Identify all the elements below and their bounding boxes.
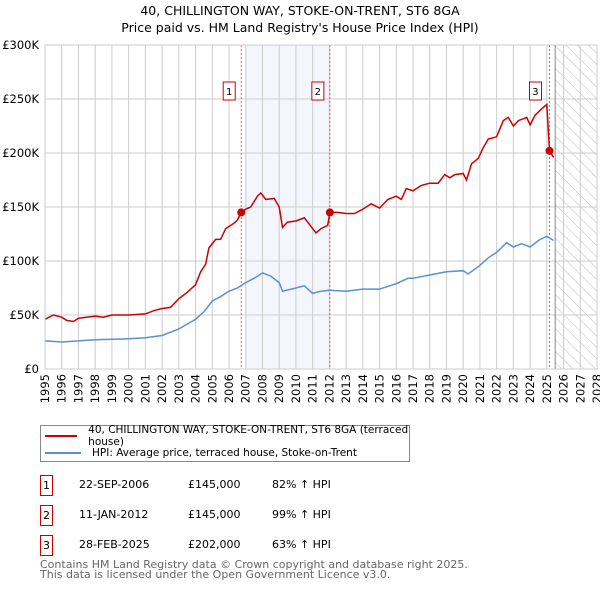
plot-frame xyxy=(44,44,598,370)
x-tick-label: 2010 xyxy=(289,374,303,403)
sale-marker-number: 2 xyxy=(40,505,53,526)
x-tick-label: 1997 xyxy=(71,374,85,403)
x-tick-label: 2009 xyxy=(272,374,286,403)
x-tick-label: 2002 xyxy=(155,374,169,403)
legend-swatch xyxy=(45,435,78,437)
y-tick-label: £250K xyxy=(2,92,39,106)
property-line xyxy=(44,102,555,323)
legend-swatch xyxy=(45,452,81,454)
x-tick-label: 2005 xyxy=(205,374,219,403)
hpi-line xyxy=(44,235,554,343)
y-tick-label: £150K xyxy=(2,200,39,214)
sale-hpi: 63% ↑ HPI xyxy=(272,538,331,551)
legend-item-property: 40, CHILLINGTON WAY, STOKE-ON-TRENT, ST6… xyxy=(45,424,409,448)
price-chart: 1995 1996 1997 1998 1999 2000 2001 2002 2003 2004… xyxy=(2,38,600,403)
x-tick-label: 2021 xyxy=(473,374,487,403)
sale-marker-number: 1 xyxy=(40,475,53,496)
x-tick-label: 2013 xyxy=(339,374,353,403)
chart-subtitle: Price paid vs. HM Land Registry's House … xyxy=(121,20,479,35)
x-tick-label: 2003 xyxy=(172,374,186,403)
x-tick-label: 2004 xyxy=(189,374,203,403)
chart-title: 40, CHILLINGTON WAY, STOKE-ON-TRENT, ST6… xyxy=(140,3,460,18)
x-tick-label: 2020 xyxy=(456,374,470,403)
sale-date: 22-SEP-2006 xyxy=(79,478,150,491)
x-tick-label: 2012 xyxy=(322,374,336,403)
x-tick-label: 2026 xyxy=(557,374,571,403)
footer: Contains HM Land Registry data © Crown c… xyxy=(40,558,468,581)
x-tick-label: 2023 xyxy=(506,374,520,403)
sale-label-box xyxy=(311,81,325,101)
sale-label: 1 xyxy=(226,87,232,98)
legend-item-hpi: HPI: Average price, terraced house, Stok… xyxy=(45,445,357,461)
x-tick-label: 1999 xyxy=(105,374,119,403)
x-tick-label: 2017 xyxy=(406,374,420,403)
x-tick-label: 1998 xyxy=(88,374,102,403)
x-tick-label: 2008 xyxy=(255,374,269,403)
sale-label: 3 xyxy=(532,87,538,98)
y-tick-label: £100K xyxy=(2,254,39,268)
x-tick-label: 2014 xyxy=(356,374,370,403)
sale-hpi: 99% ↑ HPI xyxy=(272,508,331,521)
sale-price: £145,000 xyxy=(188,478,241,491)
footer-line: This data is licensed under the Open Gov… xyxy=(40,568,391,581)
x-tick-label: 2016 xyxy=(389,374,403,403)
x-tick-label: 2011 xyxy=(306,374,320,403)
sale-date: 28-FEB-2025 xyxy=(79,538,150,551)
sale-row: 2 11-JAN-2012 £145,000 99% ↑ HPI xyxy=(40,505,440,526)
legend-label: HPI: Average price, terraced house, Stok… xyxy=(92,447,357,459)
sale-price: £145,000 xyxy=(188,508,241,521)
sale-row: 3 28-FEB-2025 £202,000 63% ↑ HPI xyxy=(40,535,440,556)
sale-point xyxy=(237,208,246,217)
sale-label: 2 xyxy=(315,87,321,98)
footer-line: Contains HM Land Registry data © Crown c… xyxy=(40,558,468,571)
x-tick-label: 2000 xyxy=(122,374,136,403)
x-tick-label: 2019 xyxy=(439,374,453,403)
sale-price: £202,000 xyxy=(188,538,241,551)
x-tick-label: 2001 xyxy=(138,374,152,403)
y-tick-label: £50K xyxy=(10,308,40,322)
sale-marker-number: 3 xyxy=(40,535,53,556)
x-tick-label: 1995 xyxy=(38,374,52,403)
x-tick-label: 1996 xyxy=(55,374,69,403)
sale-hpi: 82% ↑ HPI xyxy=(272,478,331,491)
y-tick-label: £300K xyxy=(2,38,39,52)
x-tick-label: 2006 xyxy=(222,374,236,403)
legend: 40, CHILLINGTON WAY, STOKE-ON-TRENT, ST6… xyxy=(40,424,410,462)
y-tick-label: £200K xyxy=(2,146,39,160)
legend-label: 40, CHILLINGTON WAY, STOKE-ON-TRENT, ST6… xyxy=(88,424,409,448)
sale-label-box xyxy=(528,81,542,101)
y-tick-label: £0 xyxy=(24,362,39,376)
sale-point xyxy=(545,146,554,155)
x-tick-label: 2028 xyxy=(590,374,600,403)
x-tick-label: 2015 xyxy=(373,374,387,403)
x-tick-label: 2024 xyxy=(523,374,537,403)
x-tick-label: 2018 xyxy=(423,374,437,403)
sale-label-box xyxy=(222,81,236,101)
sale-point xyxy=(325,208,334,217)
x-tick-label: 2025 xyxy=(540,374,554,403)
x-tick-label: 2007 xyxy=(239,374,253,403)
x-tick-label: 2027 xyxy=(573,374,587,403)
sale-date: 11-JAN-2012 xyxy=(79,508,149,521)
x-tick-label: 2022 xyxy=(490,374,504,403)
sale-row: 1 22-SEP-2006 £145,000 82% ↑ HPI xyxy=(40,475,440,496)
